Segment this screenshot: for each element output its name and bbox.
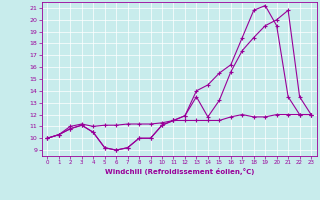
X-axis label: Windchill (Refroidissement éolien,°C): Windchill (Refroidissement éolien,°C) [105,168,254,175]
